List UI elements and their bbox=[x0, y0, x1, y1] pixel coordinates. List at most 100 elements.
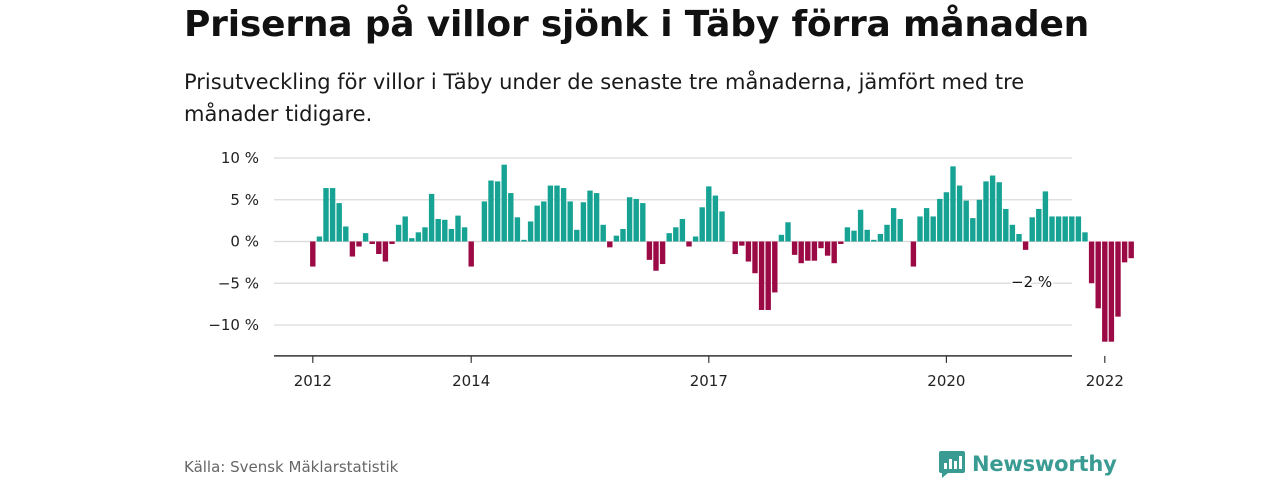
bar bbox=[1069, 216, 1075, 242]
bar bbox=[824, 241, 831, 256]
bar bbox=[541, 201, 547, 242]
bar bbox=[1049, 216, 1055, 242]
bar bbox=[448, 228, 455, 242]
bar bbox=[1062, 216, 1068, 242]
bar bbox=[567, 201, 573, 242]
bar bbox=[884, 224, 890, 242]
bar bbox=[831, 241, 837, 264]
bar bbox=[494, 181, 501, 242]
bar bbox=[382, 241, 389, 262]
bar bbox=[706, 186, 712, 242]
y-tick-label: 5 % bbox=[230, 191, 259, 209]
bar bbox=[917, 216, 923, 242]
bar bbox=[937, 198, 943, 242]
bar bbox=[402, 216, 408, 242]
bar bbox=[587, 190, 593, 242]
bar bbox=[758, 241, 765, 310]
bar bbox=[686, 241, 692, 247]
bar bbox=[554, 185, 560, 242]
bar bbox=[871, 239, 877, 242]
bar bbox=[1128, 241, 1134, 259]
bar bbox=[580, 202, 587, 242]
bar bbox=[428, 193, 435, 242]
bar bbox=[930, 216, 936, 242]
bar bbox=[745, 241, 752, 262]
bar bbox=[996, 182, 1002, 242]
bar bbox=[534, 205, 540, 242]
bar bbox=[316, 236, 323, 242]
bar bbox=[692, 236, 699, 242]
bar bbox=[336, 203, 342, 242]
bar bbox=[560, 188, 567, 242]
bar bbox=[857, 209, 864, 242]
bar bbox=[950, 166, 956, 242]
bar bbox=[923, 208, 930, 242]
bar bbox=[772, 241, 778, 293]
bar bbox=[798, 241, 804, 264]
bar bbox=[1102, 241, 1108, 342]
bar bbox=[422, 227, 428, 242]
bar bbox=[765, 241, 771, 310]
bar bbox=[1016, 233, 1022, 242]
bar bbox=[323, 188, 329, 242]
bar bbox=[910, 241, 917, 267]
bar bbox=[712, 195, 719, 242]
chart-subtitle: Prisutveckling för villor i Täby under d… bbox=[184, 70, 1025, 126]
bar bbox=[864, 229, 870, 242]
bar bbox=[600, 224, 606, 242]
bar bbox=[362, 233, 369, 242]
chart-title: Priserna på villor sjönk i Täby förra må… bbox=[184, 4, 1090, 45]
bar bbox=[613, 235, 620, 242]
bar bbox=[699, 207, 705, 242]
newsworthy-logo-icon bbox=[939, 451, 965, 478]
bar bbox=[963, 200, 969, 242]
bar bbox=[468, 241, 474, 267]
bar bbox=[811, 241, 818, 261]
bar bbox=[989, 175, 996, 242]
bar bbox=[1108, 241, 1115, 342]
bar bbox=[956, 185, 963, 242]
bar bbox=[785, 222, 791, 242]
bar bbox=[521, 239, 527, 242]
bar bbox=[593, 193, 600, 242]
bar bbox=[778, 234, 785, 242]
bar bbox=[574, 229, 580, 242]
bar bbox=[640, 203, 646, 242]
y-tick-label: 0 % bbox=[230, 233, 259, 251]
bar bbox=[646, 241, 653, 260]
bar bbox=[791, 241, 798, 255]
end-value-label: −2 % bbox=[1011, 273, 1052, 291]
bar bbox=[369, 241, 375, 245]
y-tick-label: 10 % bbox=[221, 149, 259, 167]
bar bbox=[376, 241, 382, 255]
bar bbox=[890, 208, 897, 242]
bar bbox=[739, 241, 745, 246]
bar bbox=[389, 241, 395, 245]
bar bbox=[310, 241, 316, 267]
bar bbox=[1095, 241, 1101, 309]
bar bbox=[1055, 216, 1062, 242]
newsworthy-brand: Newsworthy bbox=[938, 449, 1117, 479]
bar bbox=[805, 241, 811, 261]
bar bbox=[983, 181, 989, 242]
source-note: Källa: Svensk Mäklarstatistik bbox=[184, 458, 399, 476]
bar bbox=[501, 164, 507, 242]
y-tick-label: −5 % bbox=[218, 274, 259, 292]
bar bbox=[1115, 241, 1121, 317]
bar bbox=[329, 188, 336, 242]
bar bbox=[415, 232, 422, 242]
brand-name: Newsworthy bbox=[972, 452, 1117, 476]
bar bbox=[818, 241, 824, 249]
bar bbox=[547, 185, 554, 242]
bar bbox=[1088, 241, 1095, 284]
bar bbox=[752, 241, 758, 274]
bar bbox=[1022, 241, 1029, 250]
bar bbox=[527, 221, 534, 242]
bar bbox=[455, 215, 461, 242]
bar bbox=[844, 227, 851, 242]
bar bbox=[356, 241, 362, 247]
bar bbox=[442, 219, 448, 242]
bar bbox=[1003, 208, 1009, 242]
bar bbox=[409, 238, 415, 242]
bar bbox=[970, 218, 976, 242]
